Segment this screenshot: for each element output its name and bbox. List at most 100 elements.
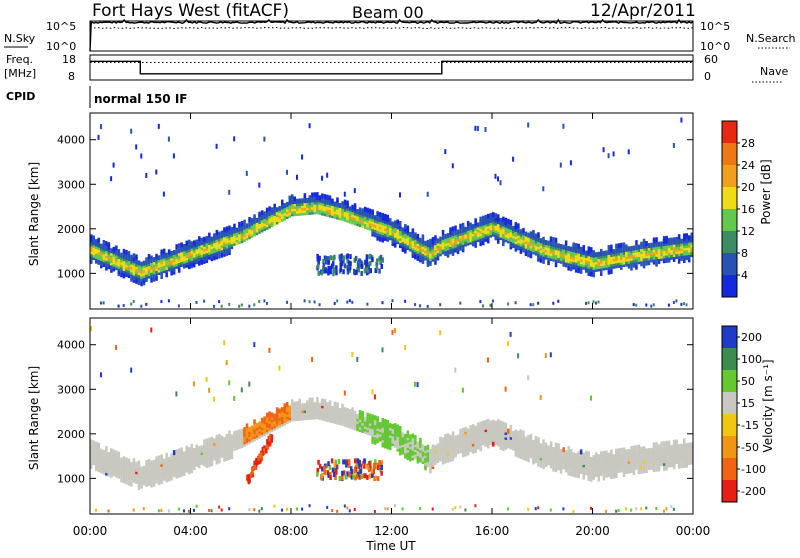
heatmap-cell xyxy=(243,427,246,433)
colorbar-tick-label: 200 xyxy=(741,331,762,344)
heatmap-cell xyxy=(451,436,455,442)
heatmap-cell xyxy=(371,438,374,444)
heatmap-cell xyxy=(368,253,372,259)
heatmap-cell xyxy=(416,233,420,239)
heatmap-cell xyxy=(517,430,520,436)
heatmap-cell xyxy=(394,242,397,248)
heatmap-cell xyxy=(142,260,146,266)
heatmap-cell xyxy=(662,236,666,242)
heatmap-cell xyxy=(675,236,678,242)
heatmap-cell xyxy=(552,447,555,452)
heatmap-cell xyxy=(655,466,658,472)
heatmap-cell xyxy=(358,207,362,213)
heatmap-cell xyxy=(509,331,512,337)
heatmap-cell xyxy=(278,365,281,371)
heatmap-cell xyxy=(411,233,415,239)
heatmap-cell xyxy=(559,162,562,168)
heatmap-cell xyxy=(534,440,538,446)
heatmap-cell xyxy=(554,467,558,473)
heatmap-cell xyxy=(375,261,378,267)
heatmap-cell xyxy=(193,508,195,512)
heatmap-cell xyxy=(363,458,366,464)
heatmap-cell xyxy=(421,444,425,450)
heatmap-cell xyxy=(492,419,495,425)
heatmap-cell xyxy=(549,508,552,512)
heatmap-cell xyxy=(426,191,429,197)
heatmap-cell xyxy=(645,468,648,473)
colorbar-tick-label: 50 xyxy=(741,375,755,388)
heatmap-cell xyxy=(386,419,390,425)
heatmap-cell xyxy=(379,467,382,473)
heatmap-cell xyxy=(602,250,606,256)
heatmap-cell xyxy=(363,259,367,265)
heatmap-cell xyxy=(251,469,254,475)
heatmap-cell xyxy=(152,257,156,263)
heatmap-cell xyxy=(130,462,133,468)
time-axis: 00:00 04:00 08:00 12:00 16:00 20:00 00:00 xyxy=(73,113,710,538)
heatmap-cell xyxy=(235,430,239,436)
heatmap-cell xyxy=(590,252,593,257)
heatmap-cell xyxy=(680,238,683,244)
heatmap-cell xyxy=(112,449,116,455)
heatmap-cell xyxy=(172,250,176,255)
heatmap-cell xyxy=(316,471,319,477)
heatmap-cell xyxy=(185,450,189,456)
heatmap-cell xyxy=(444,149,447,155)
heatmap-cell xyxy=(637,244,641,250)
heatmap-cell xyxy=(567,265,570,271)
heatmap-cell xyxy=(384,423,387,429)
heatmap-cell xyxy=(519,434,523,440)
heatmap-cell xyxy=(562,123,565,129)
heatmap-cell xyxy=(429,468,432,474)
heatmap-cell xyxy=(268,206,271,212)
heatmap-cell xyxy=(683,233,686,239)
heatmap-cell xyxy=(564,450,568,456)
heatmap-cell xyxy=(160,508,163,512)
heatmap-cell xyxy=(253,214,256,220)
heatmap-cell xyxy=(130,254,133,260)
heatmap-cell xyxy=(112,246,116,252)
heatmap-cell xyxy=(198,446,201,452)
heatmap-cell xyxy=(461,222,465,228)
heatmap-cell xyxy=(122,253,126,259)
colorbar-swatch xyxy=(722,414,737,436)
heatmap-cell xyxy=(660,446,663,452)
heatmap-cell xyxy=(172,153,175,159)
heatmap-cell xyxy=(359,260,363,266)
heatmap-cell xyxy=(92,235,96,241)
heatmap-cell xyxy=(258,421,261,427)
heatmap-cell xyxy=(258,509,261,513)
heatmap-cell xyxy=(507,428,510,434)
heatmap-cell xyxy=(363,463,366,469)
heatmap-cell xyxy=(376,235,379,241)
heatmap-cell xyxy=(459,223,462,229)
heatmap-cell xyxy=(444,458,447,464)
heatmap-cell xyxy=(301,198,304,204)
heatmap-cell xyxy=(680,463,683,469)
heatmap-cell xyxy=(389,445,392,451)
heatmap-cell xyxy=(549,236,553,242)
heatmap-cell xyxy=(293,401,297,407)
heatmap-cell xyxy=(662,441,666,447)
heatmap-cell xyxy=(660,241,663,247)
heatmap-cell xyxy=(240,387,243,393)
heatmap-cell xyxy=(255,457,258,463)
heatmap-cell xyxy=(170,250,173,256)
velocity-colorbar-label: Velocity [m s⁻¹] xyxy=(761,359,775,452)
heatmap-cell xyxy=(519,229,523,235)
heatmap-cell xyxy=(431,444,435,450)
heatmap-cell xyxy=(340,261,344,267)
heatmap-cell xyxy=(532,303,535,307)
heatmap-cell xyxy=(534,436,538,441)
heatmap-cell xyxy=(107,242,111,248)
heatmap-cell xyxy=(245,170,248,176)
heatmap-cell xyxy=(667,440,671,446)
heatmap-cell xyxy=(497,176,499,182)
heatmap-cell xyxy=(612,249,616,255)
heatmap-cell xyxy=(321,175,324,181)
heatmap-cell xyxy=(323,469,326,475)
heatmap-cell xyxy=(373,420,377,426)
heatmap-cell xyxy=(537,506,540,510)
heatmap-cell xyxy=(572,242,575,248)
heatmap-cell xyxy=(220,304,223,308)
